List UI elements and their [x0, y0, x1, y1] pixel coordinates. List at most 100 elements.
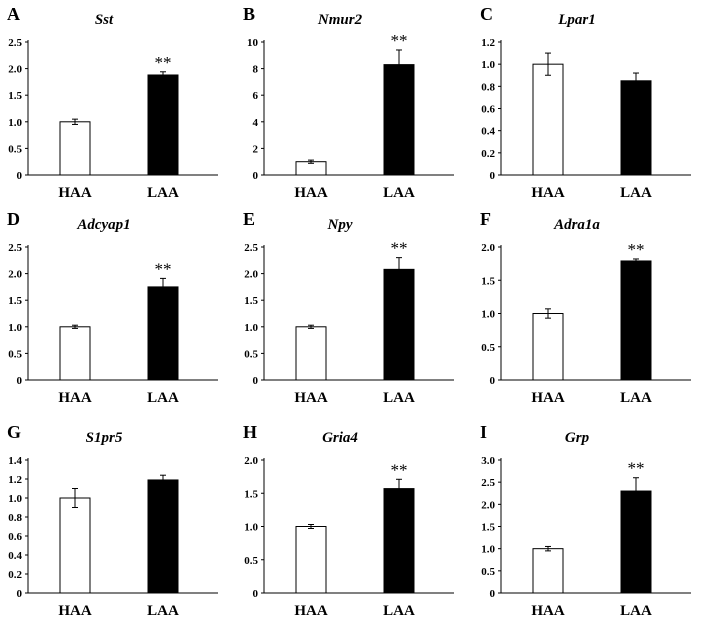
y-tick-label: 1.5: [244, 488, 258, 500]
y-tick-label: 8: [253, 64, 259, 76]
bar-laa: [147, 74, 179, 176]
y-tick-label: 1.5: [244, 295, 258, 307]
y-tick-label: 0.4: [8, 550, 22, 562]
chart-panel-A: A Sst 0 0.5 1.0 1.5 2.0 2.5 HAA ** LAA: [7, 4, 218, 201]
category-label: LAA: [620, 603, 652, 619]
bar-laa: [620, 490, 652, 594]
bar-laa: [147, 286, 179, 381]
bar-laa: [147, 479, 179, 594]
category-label: HAA: [294, 185, 328, 201]
category-label: LAA: [383, 390, 415, 406]
y-tick-label: 1.0: [481, 59, 495, 71]
y-tick-label: 0: [490, 588, 496, 600]
panel-letter: F: [480, 209, 491, 229]
panel-letter: G: [7, 422, 21, 442]
category-label: LAA: [620, 185, 652, 201]
y-tick-label: 1.5: [481, 522, 495, 534]
category-label: LAA: [147, 185, 179, 201]
y-tick-label: 6: [253, 90, 259, 102]
y-tick-label: 0.2: [8, 569, 22, 581]
panel-letter: H: [243, 422, 257, 442]
y-tick-label: 0: [253, 588, 259, 600]
y-tick-label: 2.0: [481, 499, 495, 511]
y-tick-label: 0.8: [481, 81, 495, 93]
bar-laa: [383, 64, 415, 176]
significance-marker: **: [155, 259, 172, 278]
y-tick-label: 0.6: [8, 531, 22, 543]
y-tick-label: 2.5: [8, 242, 22, 254]
bar-haa: [59, 326, 91, 381]
category-label: LAA: [383, 185, 415, 201]
bar-laa: [383, 488, 415, 594]
chart-panel-E: E Npy 0 0.5 1.0 1.5 2.0 2.5 HAA ** LAA: [243, 209, 454, 406]
y-tick-label: 1.2: [481, 37, 495, 49]
bar-haa: [295, 326, 327, 381]
panel-letter: A: [7, 4, 20, 24]
chart-title: Gria4: [322, 430, 358, 446]
panel-letter: E: [243, 209, 255, 229]
y-tick-label: 1.0: [8, 322, 22, 334]
y-tick-label: 1.0: [481, 544, 495, 556]
y-tick-label: 2: [253, 143, 259, 155]
y-tick-label: 0.8: [8, 512, 22, 524]
y-tick-label: 0.5: [244, 348, 258, 360]
y-tick-label: 0.5: [8, 348, 22, 360]
bar-haa: [295, 526, 327, 594]
chart-panel-D: D Adcyap1 0 0.5 1.0 1.5 2.0 2.5 HAA ** LAA: [7, 209, 218, 406]
y-tick-label: 2.0: [8, 269, 22, 281]
significance-marker: **: [155, 53, 172, 72]
y-tick-label: 0: [17, 375, 23, 387]
panel-letter: C: [480, 4, 493, 24]
bar-haa: [532, 548, 564, 594]
y-tick-label: 1.0: [8, 117, 22, 129]
panel-letter: B: [243, 4, 255, 24]
panel-letter: D: [7, 209, 20, 229]
y-tick-label: 0: [253, 170, 259, 182]
y-tick-label: 1.0: [244, 522, 258, 534]
chart-panel-C: C Lpar1 0 0.2 0.4 0.6 0.8 1.0 1.2 HAA LAA: [480, 4, 691, 201]
panel-letter: I: [480, 422, 487, 442]
category-label: LAA: [147, 603, 179, 619]
chart-title: S1pr5: [86, 430, 123, 446]
bar-laa: [620, 260, 652, 381]
significance-marker: **: [391, 31, 408, 50]
chart-title: Lpar1: [557, 12, 596, 28]
chart-panel-H: H Gria4 0 0.5 1.0 1.5 2.0 HAA ** LAA: [243, 422, 454, 619]
chart-title: Nmur2: [317, 12, 363, 28]
y-tick-label: 0: [17, 588, 23, 600]
significance-marker: **: [628, 240, 645, 259]
y-tick-label: 0.5: [8, 143, 22, 155]
y-tick-label: 2.0: [481, 242, 495, 254]
chart-title: Sst: [95, 12, 114, 28]
y-tick-label: 1.5: [8, 90, 22, 102]
y-tick-label: 0.5: [244, 555, 258, 567]
category-label: HAA: [531, 185, 565, 201]
y-tick-label: 1.5: [8, 295, 22, 307]
chart-title: Npy: [327, 217, 353, 233]
y-tick-label: 1.0: [8, 493, 22, 505]
bar-haa: [532, 63, 564, 176]
y-tick-label: 2.5: [481, 477, 495, 489]
chart-title: Adcyap1: [76, 217, 130, 233]
y-tick-label: 0.4: [481, 126, 495, 138]
category-label: LAA: [147, 390, 179, 406]
y-tick-label: 1.0: [244, 322, 258, 334]
category-label: HAA: [58, 185, 92, 201]
significance-marker: **: [391, 239, 408, 258]
category-label: HAA: [531, 390, 565, 406]
y-tick-label: 2.0: [244, 455, 258, 467]
y-tick-label: 1.5: [481, 275, 495, 287]
bar-laa: [620, 80, 652, 176]
chart-panel-I: I Grp 0 0.5 1.0 1.5 2.0 2.5 3.0 HAA ** LAA: [480, 422, 691, 619]
y-tick-label: 0: [253, 375, 259, 387]
category-label: HAA: [531, 603, 565, 619]
chart-panel-G: G S1pr5 0 0.2 0.4 0.6 0.8 1.0 1.2 1.4 HAA LAA: [7, 422, 218, 619]
y-tick-label: 2.0: [8, 64, 22, 76]
y-tick-label: 0.5: [481, 566, 495, 578]
y-tick-label: 0.5: [481, 342, 495, 354]
category-label: HAA: [294, 390, 328, 406]
bar-laa: [383, 268, 415, 381]
bar-haa: [59, 121, 91, 176]
y-tick-label: 2.5: [8, 37, 22, 49]
